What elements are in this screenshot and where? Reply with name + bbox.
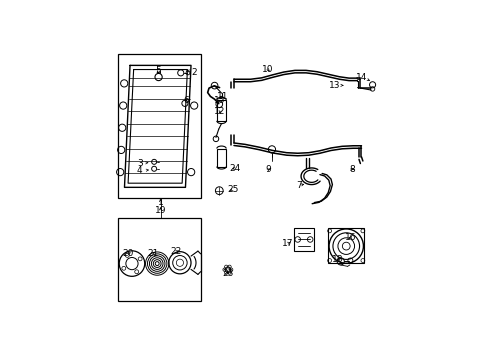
Bar <box>118 218 201 301</box>
Text: 17: 17 <box>281 239 293 248</box>
Bar <box>216 149 226 167</box>
Text: 8: 8 <box>348 165 354 174</box>
Text: 19: 19 <box>155 206 166 215</box>
Text: 25: 25 <box>226 185 238 194</box>
Text: 1: 1 <box>157 198 163 207</box>
Text: 16: 16 <box>345 233 356 242</box>
Text: 6: 6 <box>183 95 189 104</box>
Text: 20: 20 <box>122 249 134 258</box>
Text: 24: 24 <box>229 164 241 173</box>
Bar <box>293 228 314 251</box>
Text: 4: 4 <box>137 166 142 175</box>
Text: 9: 9 <box>264 165 270 174</box>
Text: 5: 5 <box>155 66 161 75</box>
Text: 2: 2 <box>191 68 196 77</box>
Text: 15: 15 <box>213 95 225 104</box>
Bar <box>327 228 364 263</box>
Text: 23: 23 <box>222 269 233 278</box>
Text: 7: 7 <box>296 181 302 190</box>
Text: 22: 22 <box>170 247 182 256</box>
Text: 14: 14 <box>355 72 366 81</box>
Bar <box>118 54 201 198</box>
Bar <box>216 100 226 121</box>
Text: 11: 11 <box>216 92 227 101</box>
Text: 18: 18 <box>331 256 343 265</box>
Text: 3: 3 <box>137 159 142 168</box>
Text: 13: 13 <box>328 81 340 90</box>
Text: 10: 10 <box>262 65 273 74</box>
Text: 12: 12 <box>214 107 225 116</box>
Text: 21: 21 <box>147 248 159 257</box>
